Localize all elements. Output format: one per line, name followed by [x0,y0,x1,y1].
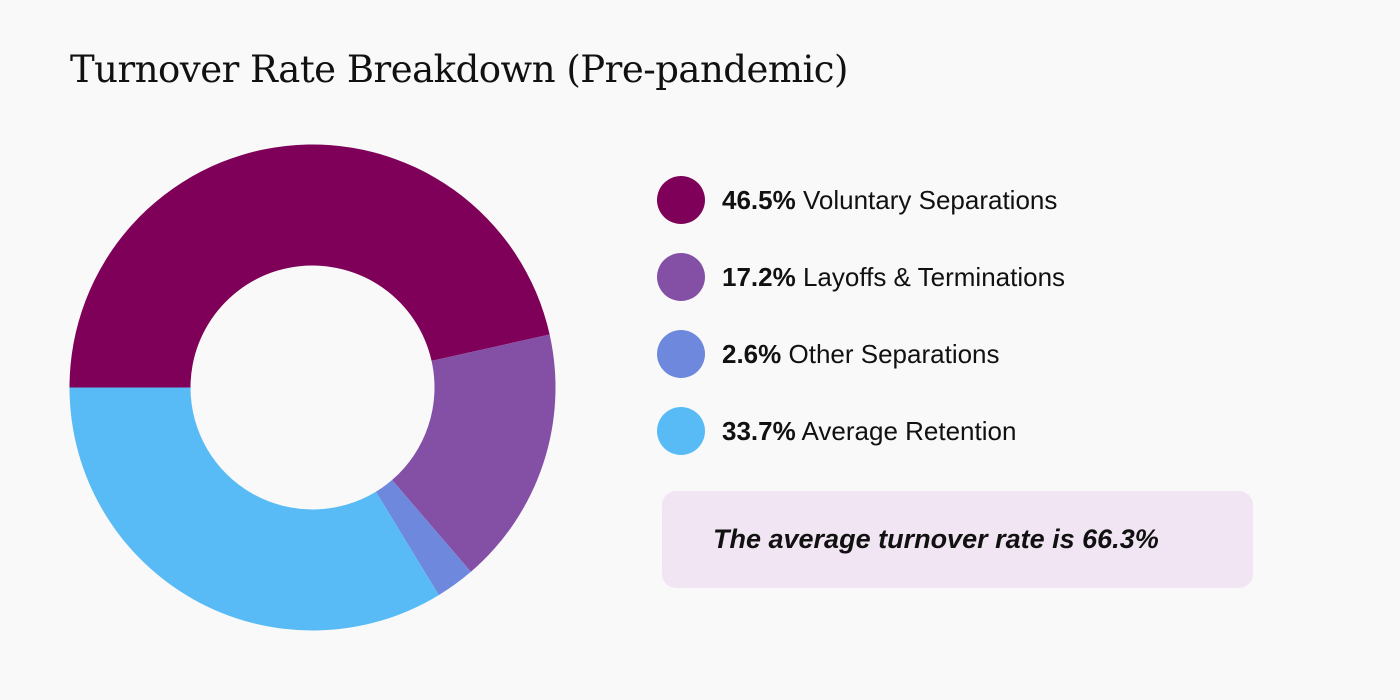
legend-series-name: Voluntary Separations [802,184,1058,215]
legend-label: 2.6% Other Separations [722,339,1000,370]
chart-title: Turnover Rate Breakdown (Pre-pandemic) [70,48,848,91]
legend-value: 33.7% [722,415,796,446]
legend-series-name: Other Separations [788,338,1000,369]
callout-text: The average turnover rate is 66.3% [713,524,1159,554]
legend-label: 33.7% Average Retention [722,416,1016,447]
donut-chart [69,144,556,631]
legend-value: 17.2% [722,261,796,292]
legend-swatch [657,330,705,378]
legend-label: 17.2% Layoffs & Terminations [722,262,1065,293]
donut-slice-average-retention [69,387,439,631]
legend-swatch [657,253,705,301]
legend-item-voluntary-separations: 46.5% Voluntary Separations [657,176,1065,224]
legend-swatch [657,407,705,455]
legend-item-average-retention: 33.7% Average Retention [657,407,1065,455]
turnover-callout-box: The average turnover rate is 66.3% [662,491,1253,588]
legend-value: 2.6% [722,338,782,369]
donut-slice-voluntary-separations [69,144,550,388]
donut-slice-other-separations [375,480,471,596]
legend-item-other-separations: 2.6% Other Separations [657,330,1065,378]
legend-label: 46.5% Voluntary Separations [722,185,1057,216]
donut-slice-layoffs-terminations [392,334,556,572]
legend-swatch [657,176,705,224]
legend-series-name: Average Retention [801,415,1017,446]
chart-legend: 46.5% Voluntary Separations 17.2% Layoff… [657,176,1065,484]
legend-item-layoffs-terminations: 17.2% Layoffs & Terminations [657,253,1065,301]
legend-value: 46.5% [722,184,796,215]
legend-series-name: Layoffs & Terminations [802,261,1066,292]
